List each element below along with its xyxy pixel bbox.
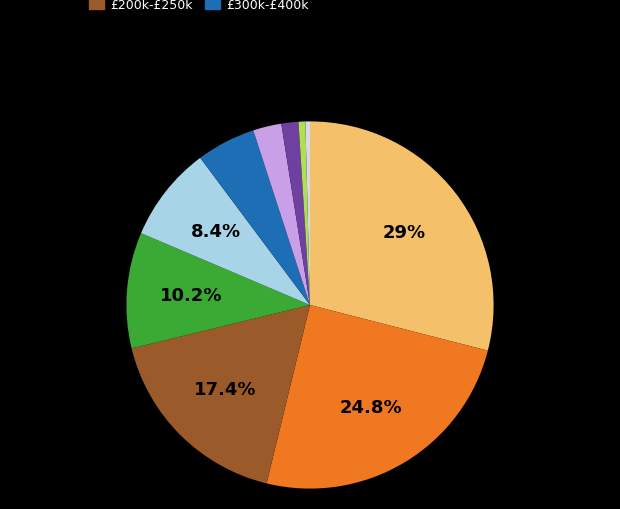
Wedge shape (267, 305, 488, 489)
Wedge shape (131, 305, 310, 484)
Text: 10.2%: 10.2% (160, 287, 223, 305)
Wedge shape (306, 122, 310, 305)
Wedge shape (253, 124, 310, 305)
Wedge shape (126, 234, 310, 349)
Wedge shape (200, 131, 310, 305)
Wedge shape (310, 122, 494, 351)
Wedge shape (298, 122, 310, 305)
Wedge shape (281, 123, 310, 305)
Text: 24.8%: 24.8% (340, 399, 403, 416)
Text: 17.4%: 17.4% (194, 381, 257, 399)
Wedge shape (141, 158, 310, 305)
Text: 29%: 29% (383, 223, 426, 241)
Text: 8.4%: 8.4% (191, 223, 241, 241)
Legend: £100k-£150k, £150k-£200k, £200k-£250k, £50k-£100k, £250k-£300k, £300k-£400k, £40: £100k-£150k, £150k-£200k, £200k-£250k, £… (82, 0, 538, 18)
